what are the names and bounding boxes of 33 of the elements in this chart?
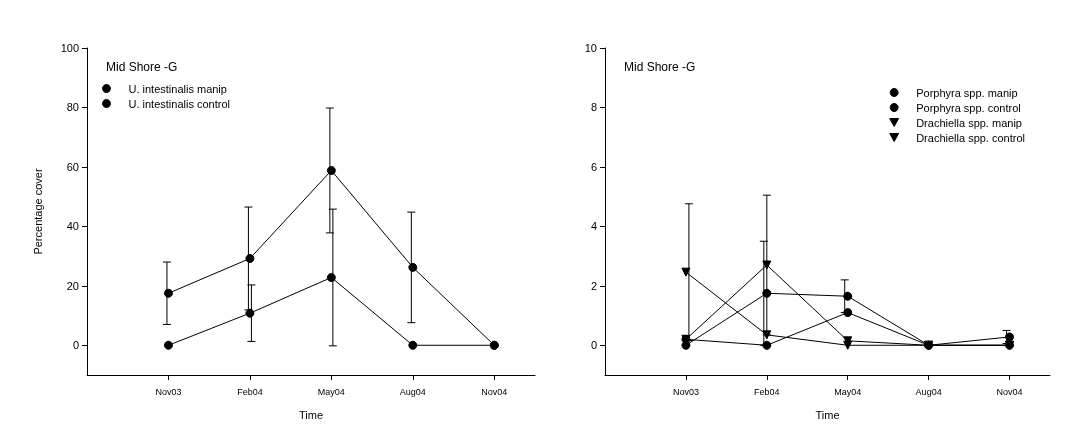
legend-label: Porphyra spp. control — [916, 101, 1021, 114]
y-tick-label: 4 — [590, 220, 597, 233]
y-tick-label: 0 — [72, 339, 79, 352]
y-tick-label: 100 — [60, 42, 79, 54]
legend-label: U. intestinalis control — [128, 97, 230, 110]
text: Mid Shore -G — [106, 60, 178, 74]
y-tick-label: 20 — [66, 279, 79, 292]
y-axis-title: Percentage cover — [31, 168, 44, 255]
x-tick-label: Nov03 — [155, 386, 182, 397]
legend-label: Drachiella spp. control — [916, 131, 1026, 144]
y-tick-label: 80 — [66, 101, 79, 114]
y-tick-label: 6 — [590, 160, 597, 173]
x-axis-title: Time — [815, 408, 840, 421]
text: Mid Shore -G — [624, 60, 696, 74]
y-tick-label: 2 — [590, 279, 597, 292]
x-tick-label: Nov04 — [996, 386, 1023, 397]
x-axis-title: Time — [298, 408, 324, 421]
y-tick-label: 8 — [590, 101, 597, 114]
x-tick-label: Nov03 — [672, 386, 699, 397]
legend-label: Drachiella spp. manip — [916, 116, 1022, 129]
x-tick-label: Aug04 — [915, 386, 942, 397]
y-tick-label: 40 — [66, 220, 79, 233]
x-tick-label: May04 — [834, 386, 862, 397]
x-tick-label: Nov04 — [481, 386, 508, 397]
legend-label: Porphyra spp. manip — [916, 86, 1018, 99]
x-tick-label: Feb04 — [237, 386, 263, 397]
y-tick-label: 0 — [590, 339, 597, 352]
x-tick-label: Feb04 — [754, 386, 780, 397]
y-tick-label: 10 — [584, 42, 597, 54]
x-tick-label: May04 — [317, 386, 345, 397]
legend-label: U. intestinalis manip — [128, 82, 227, 95]
y-tick-label: 60 — [66, 160, 79, 173]
x-tick-label: Aug04 — [399, 386, 426, 397]
